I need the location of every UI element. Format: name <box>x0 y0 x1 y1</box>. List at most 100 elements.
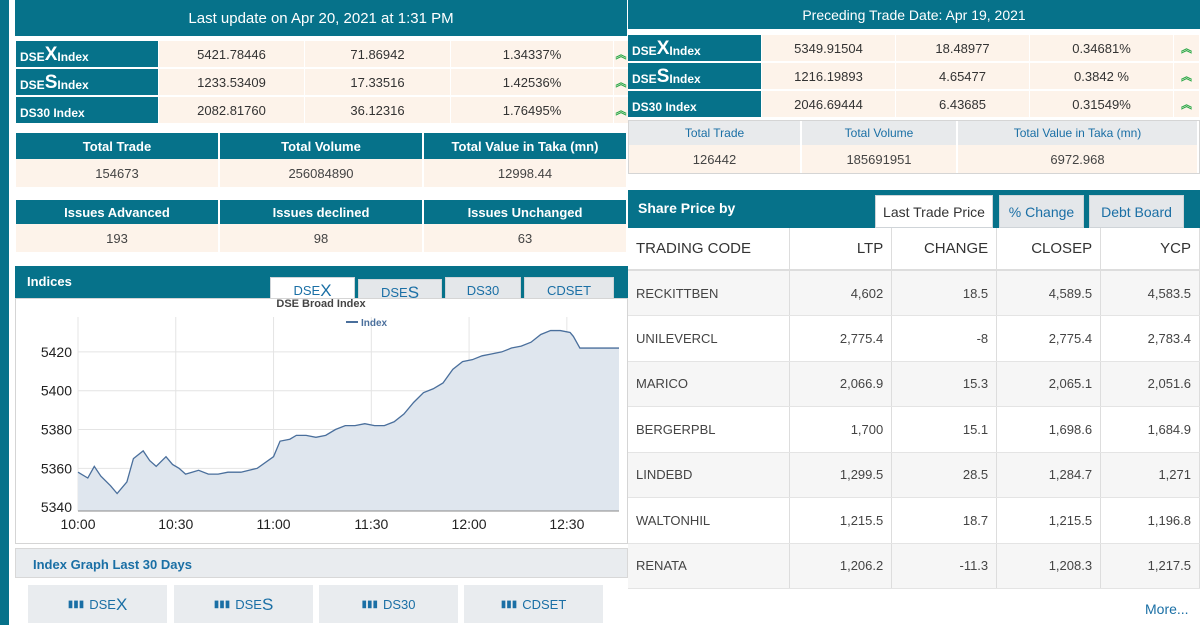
label-prefix: DS30 Index <box>20 106 85 120</box>
double-chevron-up-icon: ︽ <box>1181 99 1192 111</box>
y-tick-label: 5420 <box>41 344 72 360</box>
share-tab-0[interactable]: Last Trade Price <box>875 195 993 228</box>
x-tick-label: 11:30 <box>354 516 388 532</box>
trading-code[interactable]: RENATA <box>628 543 791 589</box>
change: 28.5 <box>891 452 998 498</box>
closep: 2,065.1 <box>996 361 1102 407</box>
label-prefix: DSE <box>235 596 262 612</box>
share-price-table: TRADING CODE LTP CHANGE CLOSEP YCP RECKITTBE… <box>628 228 1200 589</box>
trading-code[interactable]: WALTONHIL <box>628 497 791 544</box>
label-prefix: DSE <box>632 44 657 58</box>
graph-30-btn-cdset[interactable]: ▮▮▮ CDSET <box>464 585 603 623</box>
share-tab-1[interactable]: % Change <box>999 195 1084 228</box>
label-emphasis: X <box>656 38 670 59</box>
index-row[interactable]: DS30 Index 2082.81760 36.12316 1.76495% ︽ <box>16 97 628 123</box>
issues-header: Issues Advanced <box>16 200 220 224</box>
index-row[interactable]: DSE S Index 1233.53409 17.33516 1.42536% ︽ <box>16 69 628 95</box>
label-emphasis: S <box>656 66 670 87</box>
label-prefix: DSE <box>380 284 408 300</box>
col-header[interactable]: CHANGE <box>891 228 998 271</box>
index-value: 1233.53409 <box>158 69 304 95</box>
table-row[interactable]: LINDEBD 1,299.5 28.5 1,284.7 1,271 <box>628 452 1200 498</box>
col-header[interactable]: TRADING CODE <box>628 228 791 271</box>
trading-code[interactable]: MARICO <box>628 361 791 407</box>
ltp: 1,215.5 <box>789 497 893 544</box>
x-tick-label: 11:00 <box>257 516 291 532</box>
ycp: 2,783.4 <box>1100 315 1200 362</box>
last-update-text: Last update on Apr 20, 2021 at 1:31 PM <box>188 9 454 27</box>
bar-chart-icon: ▮▮▮ <box>500 598 518 610</box>
trade-header: Total Value in Taka (mn) <box>424 133 628 159</box>
index-value: 1216.19893 <box>761 63 895 89</box>
trading-code[interactable]: LINDEBD <box>628 452 791 498</box>
col-header[interactable]: LTP <box>789 228 893 271</box>
change: 18.7 <box>891 497 998 544</box>
label-prefix: DSE <box>632 72 657 86</box>
index-area-fill <box>78 330 619 511</box>
up-arrow-icon: ︽ <box>613 41 628 67</box>
index-percent: 0.3842 % <box>1029 63 1173 89</box>
index-row[interactable]: DSE X Index 5421.78446 71.86942 1.34337% ︽ <box>16 41 628 67</box>
ycp: 1,271 <box>1100 452 1200 498</box>
up-arrow-icon: ︽ <box>613 97 628 123</box>
bar-chart-icon: ▮▮▮ <box>213 598 231 610</box>
more-link[interactable]: More... <box>1145 601 1189 617</box>
table-row[interactable]: BERGERPBL 1,700 15.1 1,698.6 1,684.9 <box>628 406 1200 453</box>
graph-30-label: Index Graph Last 30 Days <box>33 557 192 572</box>
left-edge-bar <box>0 0 9 625</box>
index-row[interactable]: DS30 Index 2046.69444 6.43685 0.31549% ︽ <box>628 91 1200 117</box>
graph-30-btn-ds30[interactable]: ▮▮▮ DS30 <box>319 585 458 623</box>
trade-value: 154673 <box>16 159 220 187</box>
index-name: DSE X Index <box>628 35 761 61</box>
trading-code[interactable]: UNILEVERCL <box>628 315 791 362</box>
double-chevron-up-icon: ︽ <box>615 105 627 117</box>
up-arrow-icon: ︽ <box>1173 35 1199 61</box>
closep: 4,589.5 <box>996 270 1102 316</box>
label-emphasis: S <box>407 282 420 302</box>
label-prefix: DSE <box>89 596 116 612</box>
closep: 1,698.6 <box>996 406 1102 453</box>
label-prefix: DSE <box>293 282 321 298</box>
trading-code[interactable]: RECKITTBEN <box>628 270 791 316</box>
legend-label[interactable]: Index <box>361 318 388 329</box>
index-name: DSE S Index <box>16 69 158 95</box>
col-header[interactable]: CLOSEP <box>996 228 1102 271</box>
index-row[interactable]: DSE X Index 5349.91504 18.48977 0.34681% ︽ <box>628 35 1200 61</box>
table-row[interactable]: RECKITTBEN 4,602 18.5 4,589.5 4,583.5 <box>628 270 1200 316</box>
ltp: 2,775.4 <box>789 315 893 362</box>
prev-trade-value: 126442 <box>629 145 802 173</box>
graph-30-btn-dses[interactable]: ▮▮▮ DSE S <box>174 585 313 623</box>
trade-value: 12998.44 <box>424 159 628 187</box>
label-prefix: DS30 <box>466 282 500 298</box>
issues-value: 193 <box>16 224 220 252</box>
issues-summary: Issues Advanced Issues declined Issues Unc… <box>16 200 628 252</box>
table-row[interactable]: RENATA 1,206.2 -11.3 1,208.3 1,217.5 <box>628 543 1200 589</box>
preceding-trade-summary: Total Trade Total Volume Total Value in Ta… <box>628 120 1200 174</box>
table-row[interactable]: UNILEVERCL 2,775.4 -8 2,775.4 2,783.4 <box>628 315 1200 362</box>
index-row[interactable]: DSE S Index 1216.19893 4.65477 0.3842 % ︽ <box>628 63 1200 89</box>
issues-value: 63 <box>424 224 628 252</box>
chart-title: DSE Broad Index <box>276 299 366 310</box>
graph-30-btn-dsex[interactable]: ▮▮▮ DSE X <box>28 585 167 623</box>
ycp: 1,196.8 <box>1100 497 1200 544</box>
preceding-indices: DSE X Index 5349.91504 18.48977 0.34681% ︽ DSE… <box>628 35 1200 119</box>
y-tick-label: 5360 <box>41 460 72 476</box>
label-prefix: CDSET <box>546 282 592 298</box>
label-emphasis: X <box>320 280 332 300</box>
trade-header: Total Volume <box>220 133 424 159</box>
table-row[interactable]: WALTONHIL 1,215.5 18.7 1,215.5 1,196.8 <box>628 497 1200 544</box>
trading-code[interactable]: BERGERPBL <box>628 406 791 453</box>
share-tab-2[interactable]: Debt Board <box>1089 195 1184 228</box>
index-percent: 0.34681% <box>1029 35 1173 61</box>
col-header[interactable]: YCP <box>1100 228 1200 271</box>
table-row[interactable]: MARICO 2,066.9 15.3 2,065.1 2,051.6 <box>628 361 1200 407</box>
bar-chart-icon: ▮▮▮ <box>361 598 378 610</box>
closep: 2,775.4 <box>996 315 1102 362</box>
x-tick-label: 12:00 <box>452 516 487 532</box>
prev-trade-value: 6972.968 <box>958 145 1199 173</box>
label-suffix: Index <box>669 44 701 58</box>
ltp: 1,700 <box>789 406 893 453</box>
prev-trade-header: Total Value in Taka (mn) <box>958 121 1199 145</box>
up-arrow-icon: ︽ <box>1173 91 1199 117</box>
change: 15.3 <box>891 361 998 407</box>
